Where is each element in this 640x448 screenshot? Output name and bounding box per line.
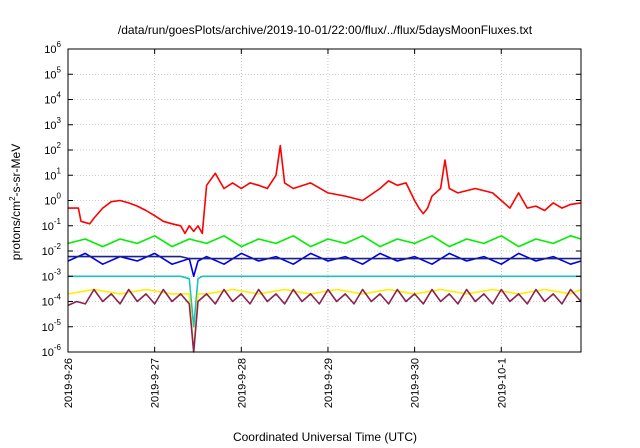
y-tick-label: 106 [44, 40, 61, 56]
y-axis: 106 105 104 103 102 101 100 10-1 10-2 10-3 10-4 10-… [42, 40, 581, 359]
y-tick-label: 10-4 [42, 293, 62, 309]
series-line [67, 288, 582, 353]
grid [68, 49, 581, 352]
plot-frame [67, 48, 582, 353]
y-tick-label: 105 [44, 65, 61, 81]
series-line [67, 288, 582, 353]
y-tick-label: 10-3 [42, 267, 62, 283]
y-tick-label: 10-2 [42, 242, 62, 258]
y-axis-label-part: protons/cm [9, 201, 23, 260]
y-axis-label-part: -s-sr-MeV [9, 144, 23, 197]
y-tick-label: 10-5 [42, 318, 62, 334]
series-line [68, 255, 581, 260]
x-tick-label: 2019-9-26 [63, 358, 75, 408]
y-tick-label: 102 [44, 141, 61, 157]
x-axis-label: Coordinated Universal Time (UTC) [233, 430, 417, 444]
y-axis-label-superscript: 2 [8, 196, 17, 201]
series-line [67, 235, 582, 248]
y-tick-label: 103 [44, 116, 61, 132]
chart-title: /data/run/goesPlots/archive/2019-10-01/2… [118, 23, 533, 37]
y-tick-label: 10-6 [42, 343, 62, 359]
x-tick-label: 2019-9-30 [410, 358, 422, 408]
series-line [68, 144, 582, 235]
y-tick-label: 101 [44, 166, 61, 182]
series-group [67, 144, 582, 353]
series-line [68, 275, 581, 328]
x-axis: 2019-9-26 2019-9-27 2019-9-28 2019-9-29 2019… [63, 49, 508, 408]
x-tick-label: 2019-9-28 [236, 358, 248, 408]
y-tick-label: 100 [44, 192, 61, 208]
y-tick-label: 104 [44, 91, 61, 107]
x-tick-label: 2019-9-27 [150, 358, 162, 408]
x-tick-label: 2019-10-1 [496, 358, 508, 408]
x-tick-label: 2019-9-29 [323, 358, 335, 408]
y-tick-label: 10-1 [42, 217, 62, 233]
y-axis-label: protons/cm2-s-sr-MeV [8, 144, 23, 260]
